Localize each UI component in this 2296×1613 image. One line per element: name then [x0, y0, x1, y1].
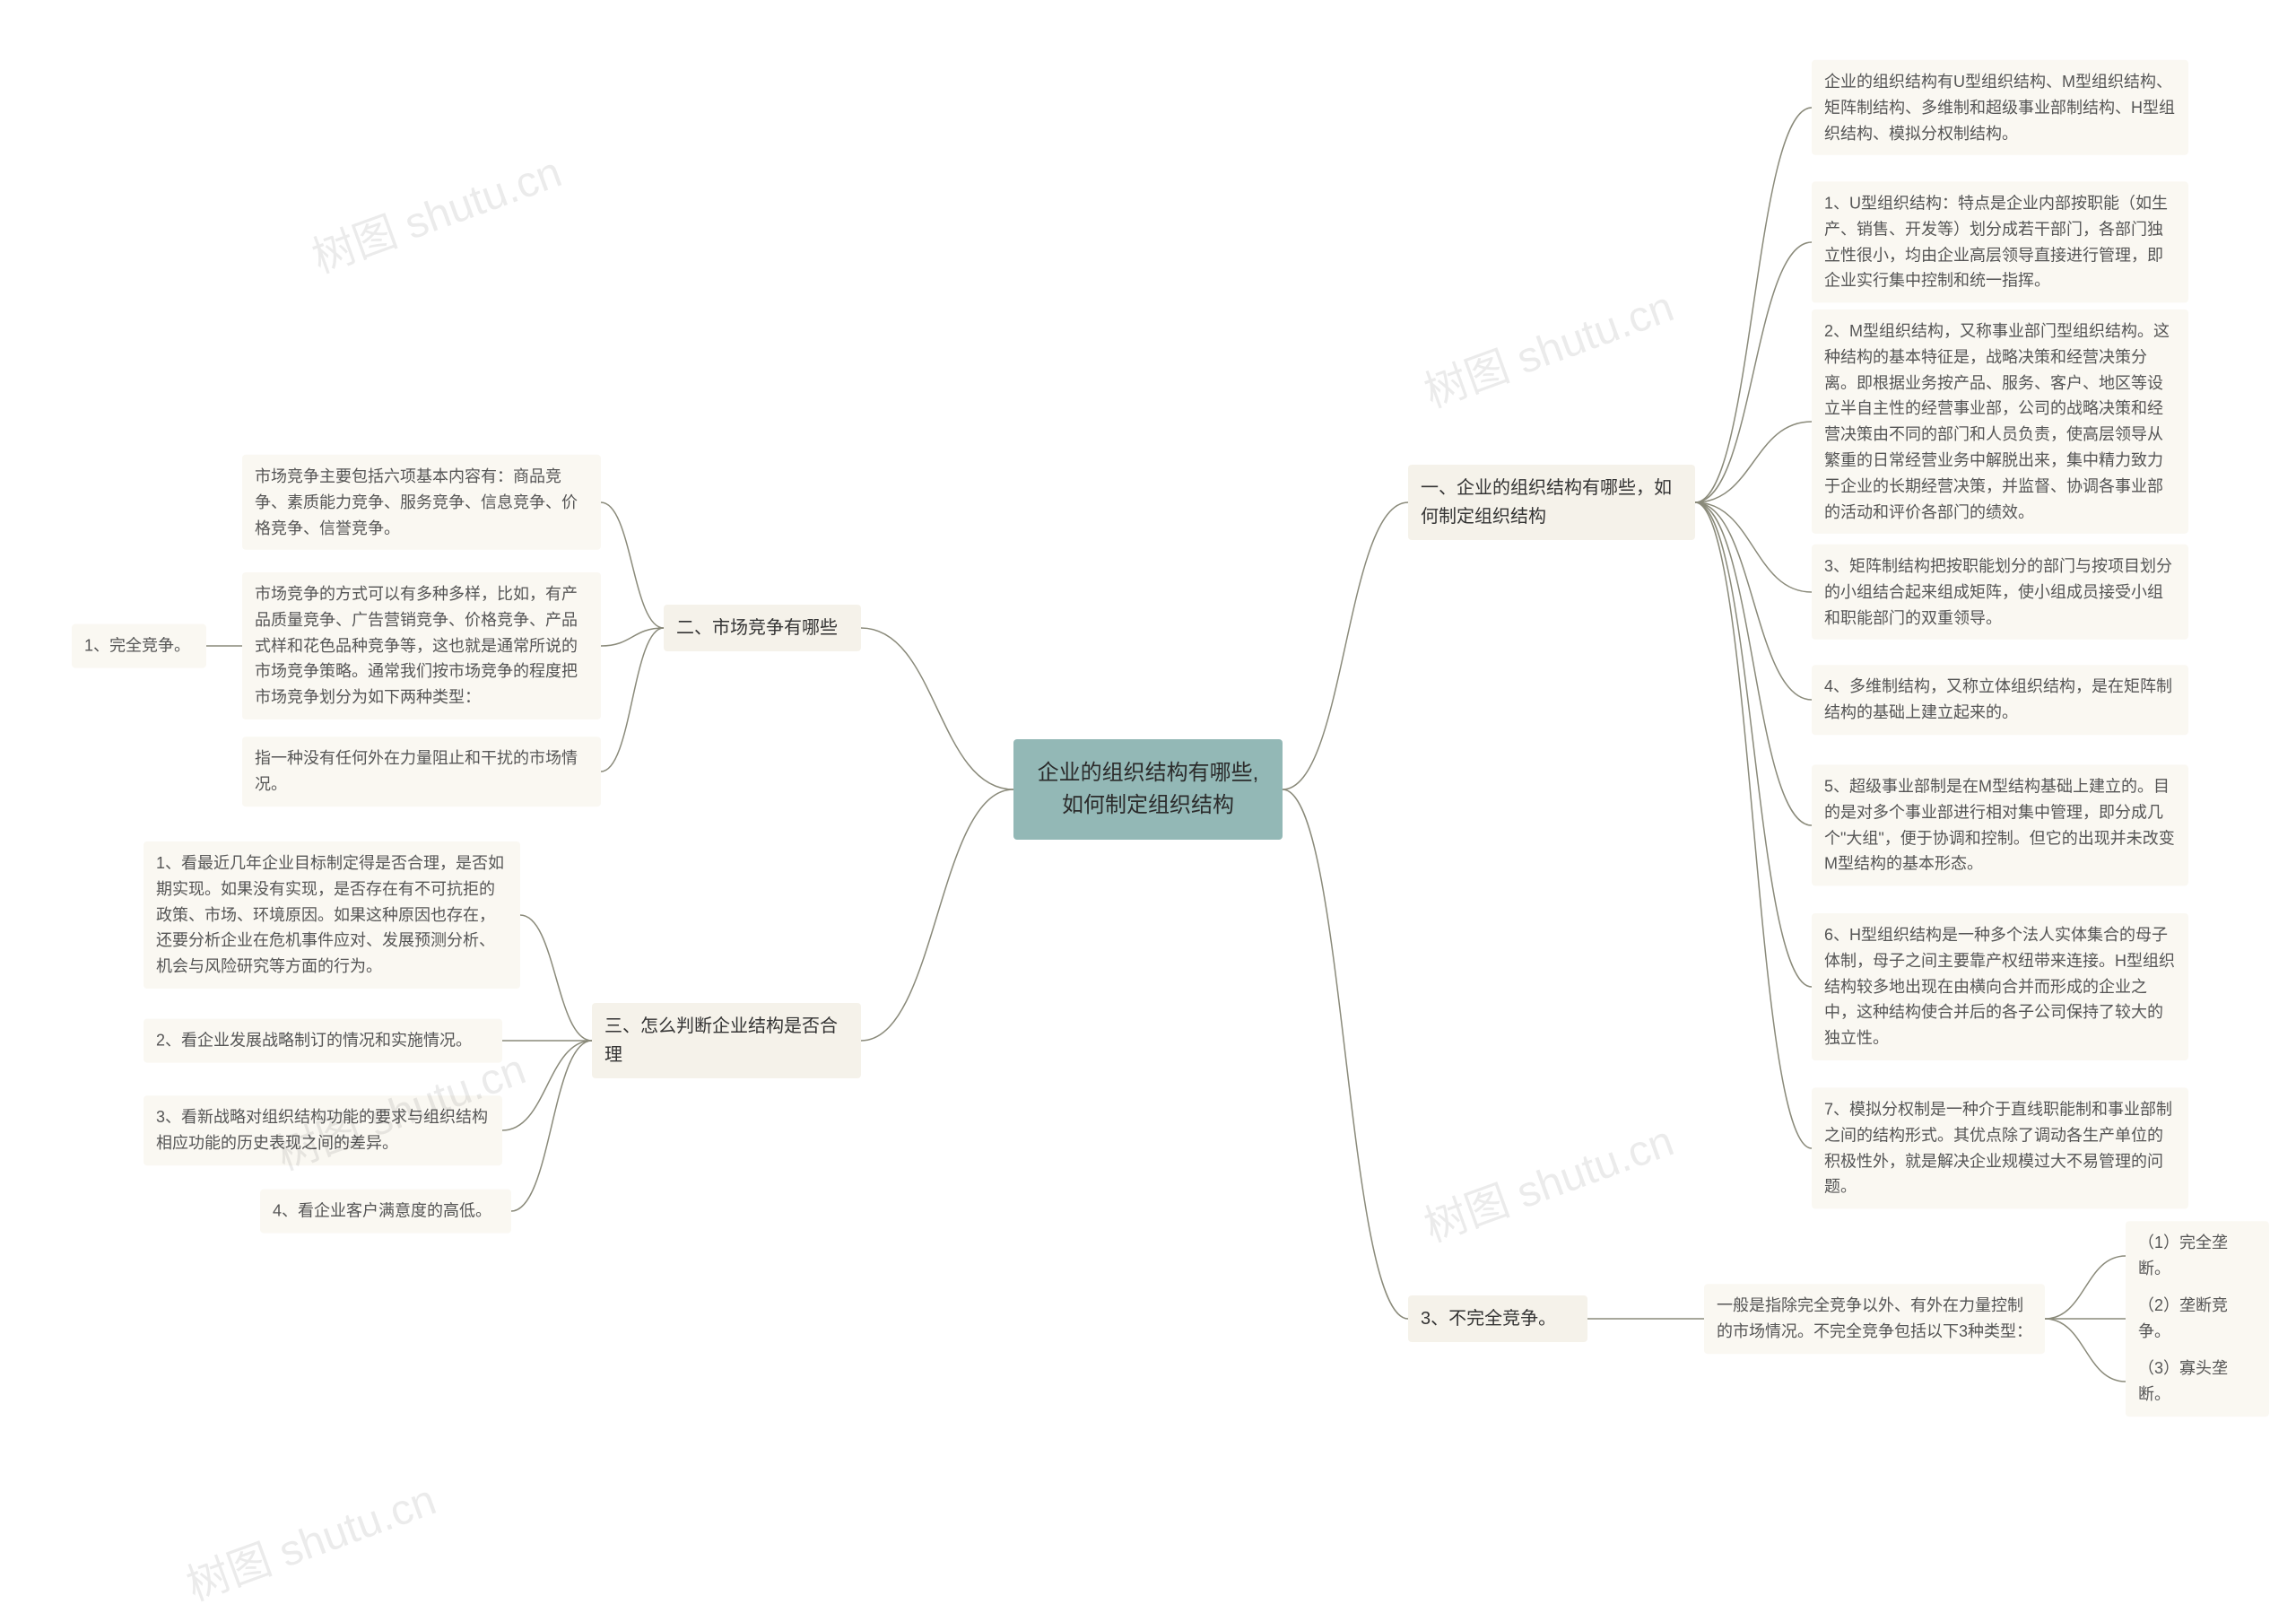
- leaf-node: 2、M型组织结构，又称事业部门型组织结构。这种结构的基本特征是，战略决策和经营决…: [1812, 310, 2188, 534]
- leaf-node: 1、完全竞争。: [72, 624, 206, 668]
- branch-node: 二、市场竞争有哪些: [664, 605, 861, 651]
- branch-node: 一、企业的组织结构有哪些，如何制定组织结构: [1408, 465, 1695, 540]
- leaf-node: 市场竞争的方式可以有多种多样，比如，有产品质量竞争、广告营销竞争、价格竞争、产品…: [242, 572, 601, 719]
- leaf-node: 5、超级事业部制是在M型结构基础上建立的。目的是对多个事业部进行相对集中管理，即…: [1812, 764, 2188, 885]
- leaf-node: 3、看新战略对组织结构功能的要求与组织结构相应功能的历史表现之间的差异。: [144, 1095, 502, 1165]
- leaf-node: 企业的组织结构有U型组织结构、M型组织结构、矩阵制结构、多维制和超级事业部制结构…: [1812, 60, 2188, 155]
- branch-node: 三、怎么判断企业结构是否合理: [592, 1003, 861, 1078]
- branch-node: 3、不完全竞争。: [1408, 1295, 1587, 1342]
- leaf-node: 4、多维制结构，又称立体组织结构，是在矩阵制结构的基础上建立起来的。: [1812, 665, 2188, 735]
- leaf-node: 一般是指除完全竞争以外、有外在力量控制的市场情况。不完全竞争包括以下3种类型：: [1704, 1284, 2045, 1354]
- root-node: 企业的组织结构有哪些,如何制定组织结构: [1013, 739, 1283, 840]
- leaf-node: （2）垄断竞争。: [2126, 1284, 2269, 1354]
- leaf-node: 7、模拟分权制是一种介于直线职能制和事业部制之间的结构形式。其优点除了调动各生产…: [1812, 1087, 2188, 1208]
- leaf-node: 指一种没有任何外在力量阻止和干扰的市场情况。: [242, 737, 601, 806]
- leaf-node: 3、矩阵制结构把按职能划分的部门与按项目划分的小组结合起来组成矩阵，使小组成员接…: [1812, 545, 2188, 640]
- leaf-node: 1、看最近几年企业目标制定得是否合理，是否如期实现。如果没有实现，是否存在有不可…: [144, 841, 520, 989]
- leaf-node: 1、U型组织结构：特点是企业内部按职能（如生产、销售、开发等）划分成若干部门，各…: [1812, 181, 2188, 302]
- leaf-node: 6、H型组织结构是一种多个法人实体集合的母子体制，母子之间主要靠产权纽带来连接。…: [1812, 913, 2188, 1060]
- leaf-node: 市场竞争主要包括六项基本内容有：商品竞争、素质能力竞争、服务竞争、信息竞争、价格…: [242, 455, 601, 550]
- leaf-node: （1）完全垄断。: [2126, 1221, 2269, 1291]
- leaf-node: （3）寡头垄断。: [2126, 1347, 2269, 1417]
- leaf-node: 2、看企业发展战略制订的情况和实施情况。: [144, 1019, 502, 1063]
- leaf-node: 4、看企业客户满意度的高低。: [260, 1190, 511, 1234]
